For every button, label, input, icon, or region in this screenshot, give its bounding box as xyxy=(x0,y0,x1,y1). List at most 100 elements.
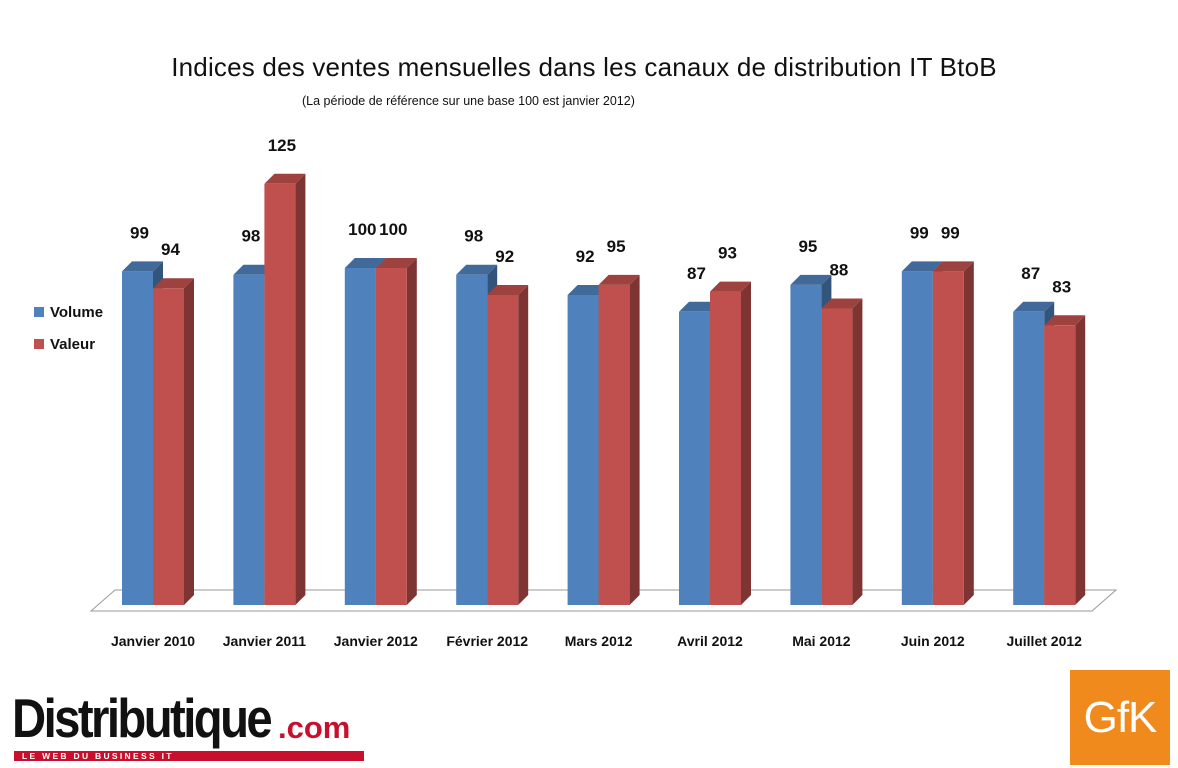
distributique-logo-suffix: .com xyxy=(278,710,351,745)
bar-top xyxy=(1044,315,1086,326)
data-label-valeur-juin-2012: 99 xyxy=(941,223,960,242)
bar-front xyxy=(790,284,822,605)
bar-front xyxy=(598,284,630,605)
x-tick-label-janvier-2011: Janvier 2011 xyxy=(223,633,307,649)
bar-top xyxy=(598,274,640,285)
x-tick-label-fevrier-2012: Février 2012 xyxy=(446,633,528,649)
x-tick-label-janvier-2010: Janvier 2010 xyxy=(111,633,195,649)
bar-valeur-janvier-2012 xyxy=(375,258,417,605)
data-label-volume-juillet-2012: 87 xyxy=(1021,264,1040,283)
bar-valeur-mars-2012 xyxy=(598,274,640,605)
data-label-volume-janvier-2012: 100 xyxy=(348,220,376,239)
bar-front xyxy=(375,268,407,605)
bar-front xyxy=(932,271,964,605)
data-label-volume-janvier-2010: 99 xyxy=(130,223,149,242)
data-label-valeur-janvier-2011: 125 xyxy=(268,136,296,155)
chart-subtitle: (La période de référence sur une base 10… xyxy=(302,94,635,108)
bar-top xyxy=(264,173,306,184)
bar-front xyxy=(456,274,488,605)
data-label-volume-avril-2012: 87 xyxy=(687,264,706,283)
x-tick-label-avril-2012: Avril 2012 xyxy=(677,633,743,649)
distributique-logo-bar xyxy=(14,751,364,761)
bar-side xyxy=(852,298,863,605)
bar-front xyxy=(153,288,184,605)
bar-valeur-juin-2012 xyxy=(932,261,974,605)
bar-top xyxy=(122,261,163,272)
data-label-valeur-fevrier-2012: 92 xyxy=(495,247,514,266)
data-label-valeur-mars-2012: 95 xyxy=(607,237,626,256)
distributique-logo-name: Distributique xyxy=(12,687,273,749)
bar-side xyxy=(406,258,417,605)
bar-front xyxy=(821,308,853,605)
gfk-logo-text: GfK xyxy=(1083,692,1158,742)
data-label-volume-mars-2012: 92 xyxy=(576,247,595,266)
bar-valeur-juillet-2012 xyxy=(1044,315,1086,605)
bar-front xyxy=(1044,325,1076,605)
bar-top xyxy=(710,281,751,292)
bar-front xyxy=(264,183,296,605)
bar-side xyxy=(295,173,306,605)
bar-top xyxy=(932,261,974,272)
data-label-valeur-mai-2012: 88 xyxy=(829,260,848,279)
bars-layer xyxy=(122,173,1086,605)
bar-top xyxy=(790,274,832,285)
bar-top xyxy=(1013,301,1055,312)
x-tick-label-juin-2012: Juin 2012 xyxy=(901,633,965,649)
bar-top xyxy=(375,258,417,268)
bar-side xyxy=(184,278,194,605)
bar-front xyxy=(679,311,710,605)
bar-top xyxy=(567,284,609,295)
bar-front xyxy=(487,294,519,605)
bar-valeur-janvier-2011 xyxy=(264,173,306,605)
x-tick-label-mars-2012: Mars 2012 xyxy=(565,633,633,649)
data-label-valeur-juillet-2012: 83 xyxy=(1052,277,1071,296)
legend-item-valeur: Valeur xyxy=(34,328,103,360)
legend-label-volume: Volume xyxy=(50,303,104,321)
data-labels-layer: 99 94 98 125 100 100 98 92 92 95 87 93 95 88 99 99 87 83 xyxy=(130,136,1071,297)
bar-side xyxy=(518,284,529,605)
data-label-valeur-janvier-2010: 94 xyxy=(161,240,180,259)
legend-swatch-volume xyxy=(34,307,44,317)
bar-front xyxy=(1013,311,1045,605)
bar-front xyxy=(710,291,741,605)
legend-label-valeur: Valeur xyxy=(50,335,96,353)
bar-side xyxy=(629,274,640,605)
bar-front xyxy=(344,268,376,605)
distributique-logo: Distributique .com LE WEB DU BUSINESS IT xyxy=(12,688,372,766)
chart-title: Indices des ventes mensuelles dans les c… xyxy=(171,52,997,82)
bar-side xyxy=(741,281,751,605)
data-label-valeur-janvier-2012: 100 xyxy=(379,220,407,239)
bar-top xyxy=(487,284,529,295)
bar-top xyxy=(821,298,863,309)
bar-front xyxy=(567,294,599,605)
bar-top xyxy=(679,301,720,312)
distributique-logo-tagline: LE WEB DU BUSINESS IT xyxy=(22,751,174,761)
bar-valeur-avril-2012 xyxy=(710,281,751,605)
data-label-volume-juin-2012: 99 xyxy=(910,223,929,242)
bar-top xyxy=(233,264,275,275)
bar-front xyxy=(901,271,933,605)
x-axis: Janvier 2010 Janvier 2011 Janvier 2012 Févr… xyxy=(111,633,1082,649)
legend-swatch-valeur xyxy=(34,339,44,349)
legend-item-volume: Volume xyxy=(34,296,103,328)
bar-side xyxy=(1075,315,1086,605)
bar-front xyxy=(233,274,265,605)
x-tick-label-mai-2012: Mai 2012 xyxy=(792,633,851,649)
x-tick-label-janvier-2012: Janvier 2012 xyxy=(334,633,418,649)
data-label-volume-fevrier-2012: 98 xyxy=(464,227,483,246)
data-label-valeur-avril-2012: 93 xyxy=(718,244,737,263)
bar-side xyxy=(963,261,974,605)
data-label-volume-mai-2012: 95 xyxy=(798,237,817,256)
chart-legend: Volume Valeur xyxy=(34,296,103,360)
data-label-volume-janvier-2011: 98 xyxy=(241,227,260,246)
bar-top xyxy=(901,261,943,272)
x-tick-label-juillet-2012: Juillet 2012 xyxy=(1006,633,1082,649)
bar-valeur-mai-2012 xyxy=(821,298,863,605)
bar-top xyxy=(344,258,386,268)
bar-top xyxy=(153,278,194,289)
gfk-logo: GfK xyxy=(1070,670,1170,765)
bar-top xyxy=(456,264,498,275)
bar-front xyxy=(122,271,153,605)
bar-valeur-fevrier-2012 xyxy=(487,284,529,605)
